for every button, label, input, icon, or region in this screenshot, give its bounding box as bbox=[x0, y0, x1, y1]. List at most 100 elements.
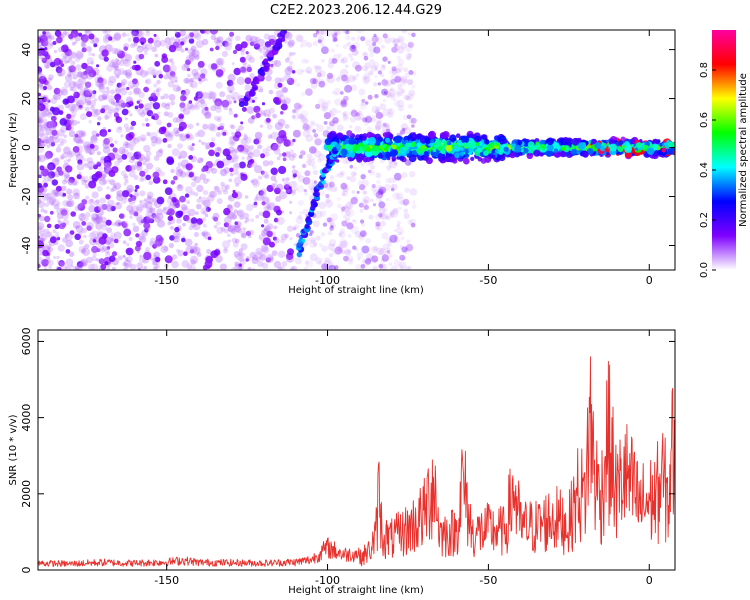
snr-frame bbox=[37, 329, 676, 571]
heatmap-cell bbox=[147, 207, 153, 213]
heatmap-cell bbox=[391, 144, 397, 150]
heatmap-cell bbox=[232, 225, 237, 230]
heatmap-cell bbox=[229, 172, 234, 177]
heatmap-cell bbox=[388, 133, 394, 139]
heatmap-cell bbox=[60, 209, 68, 216]
heatmap-cell bbox=[180, 90, 186, 95]
heatmap-cell bbox=[194, 54, 200, 60]
heatmap-cell bbox=[223, 246, 228, 251]
heatmap-cell bbox=[91, 255, 97, 262]
heatmap-cell bbox=[342, 114, 349, 120]
heatmap-x-ticks: -150 -100 -50 0 bbox=[154, 30, 653, 287]
heatmap-cell bbox=[210, 167, 218, 174]
heatmap-cell bbox=[277, 250, 286, 258]
heatmap-cell bbox=[115, 58, 119, 63]
heatmap-cell bbox=[340, 148, 348, 156]
heatmap-cell bbox=[312, 33, 318, 38]
heatmap-cell bbox=[45, 108, 49, 112]
heatmap-cell bbox=[402, 127, 406, 131]
heatmap-cell bbox=[54, 157, 60, 163]
heatmap-cell bbox=[174, 31, 181, 38]
heatmap-cell bbox=[78, 77, 86, 86]
heatmap-cell bbox=[84, 243, 90, 249]
heatmap-cell bbox=[330, 213, 338, 222]
heatmap-cell bbox=[78, 231, 83, 236]
heatmap-cell bbox=[188, 100, 193, 104]
heatmap-cell bbox=[63, 134, 67, 138]
heatmap-cell bbox=[56, 32, 61, 37]
heatmap-cell bbox=[96, 162, 102, 167]
heatmap-cell bbox=[60, 125, 68, 133]
heatmap-cell bbox=[293, 102, 301, 110]
heatmap-cell bbox=[149, 237, 157, 244]
heatmap-cell bbox=[248, 229, 255, 235]
heatmap-cell bbox=[75, 50, 84, 59]
heatmap-cell bbox=[53, 137, 60, 144]
heatmap-cell bbox=[51, 158, 60, 166]
heatmap-cell bbox=[377, 188, 384, 196]
heatmap-cell bbox=[404, 127, 412, 135]
heatmap-cell bbox=[107, 95, 116, 103]
heatmap-cell bbox=[191, 30, 200, 39]
heatmap-cell bbox=[112, 62, 119, 69]
heatmap-cell bbox=[208, 90, 214, 96]
x-tick-label: -100 bbox=[315, 574, 340, 587]
heatmap-cell bbox=[233, 113, 238, 118]
heatmap-cell bbox=[75, 141, 80, 145]
heatmap-cell bbox=[146, 196, 154, 205]
heatmap-cell bbox=[137, 108, 145, 116]
heatmap-cell bbox=[173, 206, 177, 210]
heatmap-cell bbox=[259, 191, 267, 199]
x-tick-label: 0 bbox=[646, 574, 653, 587]
heatmap-cell bbox=[46, 223, 52, 229]
heatmap-cell bbox=[313, 180, 317, 184]
heatmap-cell bbox=[143, 216, 151, 224]
heatmap-cell bbox=[356, 30, 364, 34]
heatmap-cell bbox=[48, 123, 57, 132]
heatmap-cell bbox=[181, 63, 189, 72]
heatmap-cell bbox=[381, 151, 386, 156]
heatmap-cell bbox=[279, 265, 285, 270]
heatmap-cell bbox=[77, 151, 82, 156]
heatmap-cell bbox=[383, 122, 390, 129]
heatmap-cell bbox=[122, 143, 128, 149]
heatmap-cell bbox=[251, 178, 259, 186]
heatmap-cell bbox=[164, 255, 173, 264]
heatmap-cell bbox=[234, 221, 239, 225]
heatmap-cell bbox=[366, 257, 372, 263]
heatmap-cell bbox=[325, 194, 330, 198]
heatmap-cell bbox=[45, 60, 50, 66]
heatmap-cell bbox=[317, 260, 323, 265]
heatmap-cell bbox=[57, 71, 63, 77]
heatmap-cell bbox=[102, 37, 110, 44]
heatmap-cell bbox=[47, 112, 51, 116]
heatmap-cell bbox=[371, 35, 379, 43]
heatmap-cell bbox=[503, 139, 508, 144]
heatmap-cell bbox=[274, 122, 283, 131]
heatmap-cell bbox=[125, 143, 130, 149]
heatmap-cell bbox=[136, 214, 144, 223]
heatmap-cell bbox=[407, 265, 412, 270]
heatmap-cell bbox=[177, 143, 183, 149]
heatmap-cell bbox=[146, 194, 152, 200]
heatmap-cell bbox=[81, 199, 88, 205]
heatmap-cell bbox=[340, 100, 347, 107]
heatmap-cell bbox=[100, 247, 105, 253]
heatmap-cell bbox=[61, 152, 69, 159]
heatmap-cell bbox=[219, 122, 225, 129]
heatmap-cell bbox=[55, 231, 60, 236]
heatmap-cell bbox=[397, 84, 402, 89]
heatmap-cell bbox=[407, 103, 413, 109]
heatmap-cell bbox=[38, 248, 42, 257]
heatmap-cell bbox=[174, 80, 178, 83]
heatmap-cell bbox=[97, 203, 106, 212]
heatmap-cell bbox=[308, 71, 312, 75]
heatmap-cell bbox=[76, 52, 84, 60]
heatmap-cell bbox=[265, 203, 271, 209]
heatmap-cell bbox=[274, 187, 281, 195]
snr-x-ticks: -150 -100 -50 0 bbox=[154, 330, 653, 587]
heatmap-cell bbox=[116, 191, 121, 196]
heatmap-cell bbox=[49, 135, 55, 140]
heatmap-cell bbox=[261, 224, 265, 228]
